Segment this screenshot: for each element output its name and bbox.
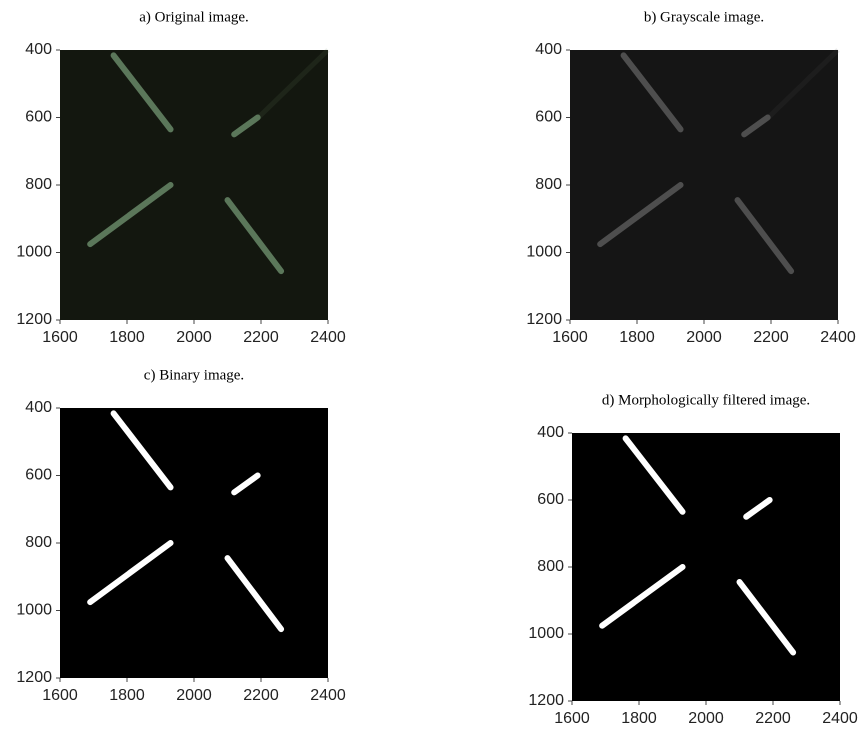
panel: c) Binary image. 1600 1800 2000 2200 2400 400 6… (16, 367, 345, 704)
x-tick-label: 2400 (310, 687, 346, 704)
x-tick-label: 2200 (755, 710, 791, 727)
y-tick-label: 600 (537, 491, 564, 508)
x-tick-label: 1800 (109, 329, 145, 346)
y-tick-label: 400 (25, 41, 52, 58)
y-tick-label: 1200 (526, 311, 562, 328)
y-tick-label: 800 (537, 558, 564, 575)
x-tick-label: 2400 (822, 710, 858, 727)
x-tick-label: 1600 (42, 687, 78, 704)
x-tick-label: 2000 (176, 329, 212, 346)
panel-title: a) Original image. (139, 9, 249, 25)
y-tick-label: 600 (535, 109, 562, 126)
x-tick-label: 2400 (310, 329, 346, 346)
x-tick-label: 2200 (243, 687, 279, 704)
x-tick-label: 1800 (109, 687, 145, 704)
y-tick-label: 400 (535, 41, 562, 58)
x-tick-label: 2000 (176, 687, 212, 704)
image-background (572, 433, 840, 701)
panel: b) Grayscale image. 1600 1800 2000 2200 2400 4… (526, 9, 855, 346)
x-tick-label: 2000 (686, 329, 722, 346)
figure: a) Original image. 1600 1800 2000 2200 2400 40… (0, 0, 866, 740)
y-tick-label: 600 (25, 109, 52, 126)
y-tick-label: 400 (25, 399, 52, 416)
y-tick-label: 1200 (16, 669, 52, 686)
x-tick-label: 1600 (554, 710, 590, 727)
panel: a) Original image. 1600 1800 2000 2200 2400 40… (16, 9, 345, 346)
x-tick-label: 1800 (619, 329, 655, 346)
x-tick-label: 2200 (243, 329, 279, 346)
y-tick-label: 800 (25, 534, 52, 551)
panel: d) Morphologically filtered image. 1600 18… (528, 392, 857, 727)
x-tick-label: 1600 (42, 329, 78, 346)
x-tick-label: 1800 (621, 710, 657, 727)
x-tick-label: 1600 (552, 329, 588, 346)
y-tick-label: 1200 (16, 311, 52, 328)
x-tick-label: 2000 (688, 710, 724, 727)
x-tick-label: 2200 (753, 329, 789, 346)
image-background (60, 408, 328, 678)
panel-title: d) Morphologically filtered image. (602, 392, 810, 408)
y-tick-label: 1000 (526, 244, 562, 261)
y-tick-label: 1000 (16, 602, 52, 619)
y-tick-label: 600 (25, 467, 52, 484)
y-tick-label: 800 (535, 176, 562, 193)
y-tick-label: 1000 (528, 625, 564, 642)
y-tick-label: 800 (25, 176, 52, 193)
y-tick-label: 400 (537, 424, 564, 441)
panel-title: c) Binary image. (144, 367, 244, 383)
y-tick-label: 1200 (528, 692, 564, 709)
x-tick-label: 2400 (820, 329, 856, 346)
y-tick-label: 1000 (16, 244, 52, 261)
panel-title: b) Grayscale image. (644, 9, 764, 25)
